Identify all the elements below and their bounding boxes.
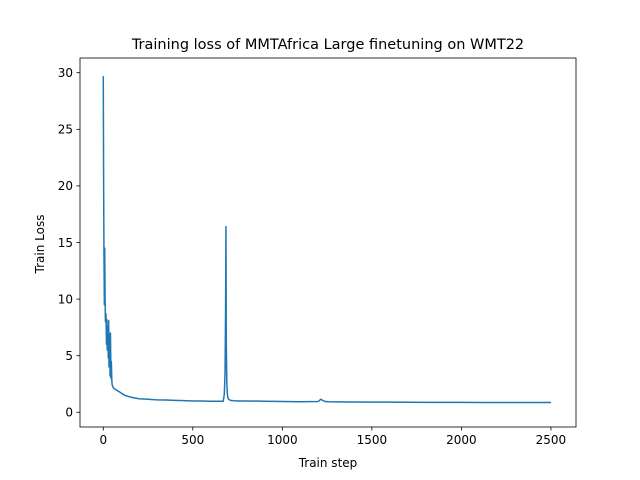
y-tick-label-10: 10 xyxy=(58,292,73,306)
y-tick-label-5: 5 xyxy=(65,349,73,363)
x-tick-label-1500: 1500 xyxy=(357,433,388,447)
y-tick-label-25: 25 xyxy=(58,123,73,137)
x-tick-label-1000: 1000 xyxy=(267,433,298,447)
chart-title: Training loss of MMTAfrica Large finetun… xyxy=(131,37,524,53)
y-axis-label: Train Loss xyxy=(33,215,47,275)
y-tick-label-15: 15 xyxy=(58,236,73,250)
series-line-0 xyxy=(102,76,551,404)
x-tick-label-0: 0 xyxy=(99,433,107,447)
y-tick-label-20: 20 xyxy=(58,179,73,193)
axis-ticks: 0 500 1000 1500 2000 2500 0 5 10 15 20 25 30 xyxy=(58,66,566,447)
y-tick-label-30: 30 xyxy=(58,66,73,80)
x-tick-label-2500: 2500 xyxy=(536,433,567,447)
x-tick-label-500: 500 xyxy=(181,433,204,447)
x-axis-label: Train step xyxy=(298,456,358,470)
y-tick-label-0: 0 xyxy=(65,406,73,420)
x-tick-label-2000: 2000 xyxy=(446,433,477,447)
